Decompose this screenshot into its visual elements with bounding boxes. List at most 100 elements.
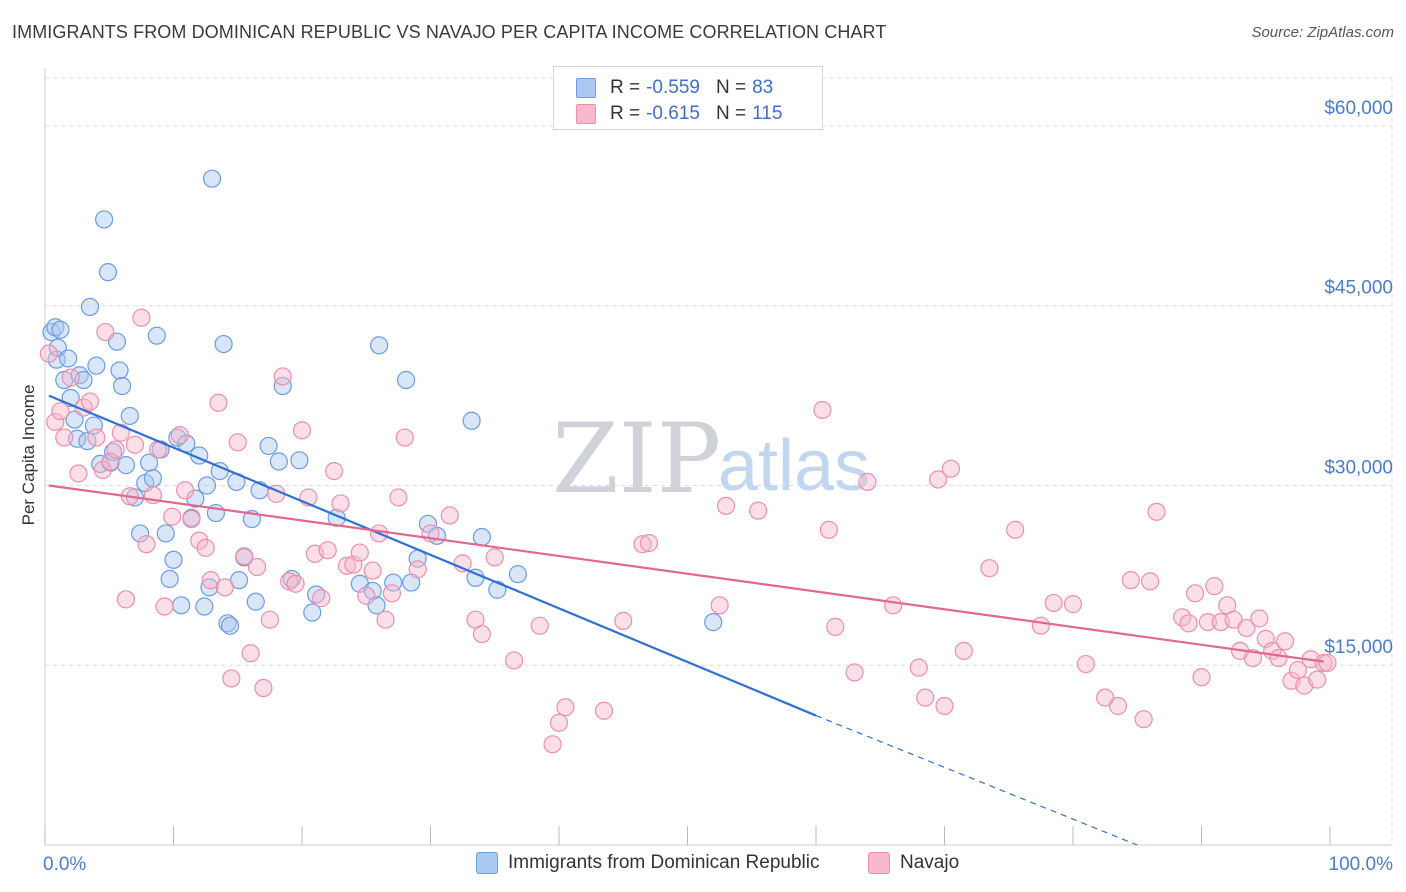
data-point [215, 578, 234, 597]
data-point [1224, 610, 1243, 629]
data-point [87, 428, 106, 447]
data-point [220, 616, 240, 635]
data-point [1185, 584, 1205, 603]
y-tick-labels: $15,000 $30,000 $45,000 $60,000 [1324, 98, 1393, 658]
legend-swatch-blue [476, 852, 498, 874]
legend-label-navajo: Navajo [900, 852, 960, 873]
data-point [175, 481, 195, 500]
data-point [286, 574, 305, 593]
data-point [1314, 653, 1333, 672]
series-legend: Immigrants from Dominican Republic Navaj… [0, 852, 1406, 878]
data-point [106, 440, 125, 459]
data-point [46, 412, 65, 432]
data-point [246, 592, 265, 611]
data-point [80, 392, 100, 411]
data-point [164, 550, 183, 569]
watermark-zip: ZIP [552, 403, 721, 515]
data-point [556, 698, 575, 717]
data-point [1140, 572, 1160, 591]
data-point [716, 496, 736, 515]
data-point [462, 411, 481, 430]
data-point [172, 596, 191, 615]
data-point [69, 464, 88, 483]
trend-line-dominican [48, 394, 817, 717]
data-point [61, 368, 80, 387]
trend-lines [48, 394, 1324, 846]
legend-n-label: N = [715, 77, 747, 98]
data-point [235, 547, 254, 566]
data-point [241, 644, 260, 663]
data-point [980, 559, 999, 578]
data-point [549, 713, 569, 732]
data-point [96, 322, 115, 342]
data-point [87, 356, 106, 375]
data-point [318, 541, 337, 560]
data-point [1288, 660, 1307, 680]
series-dominican-points [42, 169, 723, 635]
data-point [201, 571, 220, 590]
data-point [883, 596, 903, 615]
data-point [749, 501, 768, 520]
x-tick-label-min: 0.0% [43, 854, 86, 875]
data-point [382, 584, 402, 603]
data-point [1198, 612, 1218, 632]
data-point [1275, 632, 1295, 651]
data-point [98, 263, 118, 282]
data-point [116, 456, 136, 475]
data-point [168, 428, 187, 447]
data-point [337, 556, 357, 575]
data-point [1121, 571, 1140, 590]
data-point [1250, 609, 1269, 628]
data-point [614, 611, 633, 630]
legend-row-navajo: R = -0.615 N = 115 [576, 101, 782, 127]
data-point [639, 533, 659, 553]
data-point [845, 663, 864, 682]
data-point [55, 428, 74, 447]
legend-n-label: N = [715, 103, 747, 124]
data-point [1134, 710, 1153, 729]
data-point [928, 470, 948, 489]
data-point [163, 507, 182, 526]
data-point [1179, 614, 1198, 633]
data-point [1096, 688, 1115, 707]
data-point [209, 393, 228, 412]
data-point [80, 297, 100, 317]
data-point [530, 616, 549, 635]
x-tick-labels: 0.0% 100.0% [43, 854, 1393, 875]
correlation-legend: R = -0.559 N = 83 R = -0.615 N = 115 [553, 66, 823, 130]
data-point [116, 590, 136, 609]
data-point [704, 612, 723, 632]
data-point [543, 735, 562, 754]
data-point [508, 565, 527, 584]
y-tick-label: $60,000 [1324, 98, 1393, 119]
data-point [1269, 648, 1288, 668]
data-point [196, 538, 215, 557]
legend-n-value: 83 [752, 77, 774, 98]
data-point [259, 436, 278, 456]
data-point [303, 603, 322, 622]
data-point [254, 678, 273, 698]
data-point [84, 416, 103, 435]
data-point [292, 421, 312, 440]
data-point [312, 589, 331, 608]
watermark-atlas: atlas [718, 426, 870, 506]
data-point [1237, 618, 1256, 638]
trend-line-navajo [48, 484, 1324, 663]
data-point [389, 488, 408, 507]
data-point [935, 696, 954, 716]
legend-item-dominican: Immigrants from Dominican Republic [476, 852, 820, 874]
data-point [273, 376, 292, 396]
data-point [954, 641, 973, 660]
data-point [112, 376, 132, 396]
data-point [710, 596, 729, 615]
data-point [51, 320, 70, 339]
data-point [214, 334, 233, 354]
legend-r-value: -0.559 [646, 77, 700, 98]
legend-r-label: R = [610, 77, 641, 98]
data-point [376, 610, 395, 629]
data-point [594, 701, 614, 720]
legend-row-dominican: R = -0.559 N = 83 [576, 75, 773, 101]
data-point [197, 476, 217, 495]
data-point [269, 452, 288, 471]
